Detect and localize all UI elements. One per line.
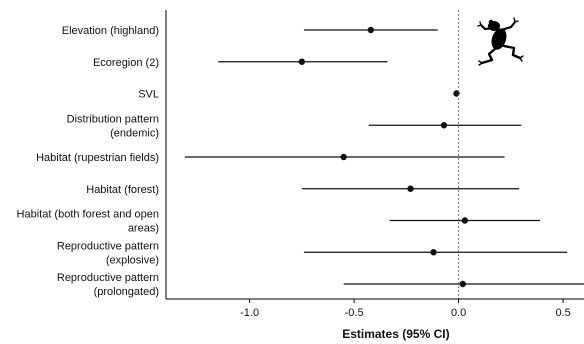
estimate-point <box>459 280 466 288</box>
row-label: (explosive) <box>106 254 159 266</box>
estimate-point <box>440 122 448 129</box>
row-label: (prolongated) <box>94 286 159 298</box>
forest-row: Habitat (forest) <box>86 184 520 196</box>
row-label: Habitat (rupestrian fields) <box>36 152 159 164</box>
row-label: areas) <box>128 223 159 235</box>
row-label: SVL <box>138 89 159 101</box>
x-tick-label: -1.0 <box>240 307 259 319</box>
estimate-point <box>430 249 437 256</box>
frog-silhouette-icon <box>477 17 524 66</box>
x-axis-title: Estimates (95% CI) <box>342 327 449 341</box>
row-label: Ecoregion (2) <box>93 57 159 69</box>
row-label: Reproductive pattern <box>57 272 159 284</box>
forest-row: Elevation (highland) <box>62 25 438 37</box>
estimate-point <box>298 58 306 65</box>
forest-row: Ecoregion (2) <box>93 57 388 69</box>
x-tick-label: -0.5 <box>345 307 364 319</box>
x-tick-label: 0.0 <box>451 307 466 319</box>
forest-row: Distribution pattern (endemic) <box>67 113 522 139</box>
row-label: Distribution pattern <box>67 113 159 125</box>
row-label: Reproductive pattern <box>57 240 159 252</box>
estimate-point <box>461 217 469 224</box>
row-label: Elevation (highland) <box>62 25 159 37</box>
forest-row: Habitat (rupestrian fields) <box>36 152 505 164</box>
estimate-point <box>367 26 375 34</box>
x-axis-ticks: -1.0 -0.5 0.0 0.5 <box>240 299 571 319</box>
x-tick-label: 0.5 <box>555 307 570 319</box>
row-label: Habitat (forest) <box>86 184 159 196</box>
row-label: (endemic) <box>110 127 159 139</box>
forest-row: SVL <box>138 89 460 101</box>
estimate-point <box>407 185 414 192</box>
estimate-point <box>340 153 347 161</box>
forest-row: Habitat (both forest and open areas) <box>17 209 541 235</box>
forest-row: Reproductive pattern (explosive) <box>57 240 568 266</box>
rows-layer: Elevation (highland) Ecoregion (2) SVL Dist… <box>17 25 584 298</box>
row-label: Habitat (both forest and open <box>17 209 159 221</box>
forest-row: Reproductive pattern (prolongated) <box>57 272 584 298</box>
